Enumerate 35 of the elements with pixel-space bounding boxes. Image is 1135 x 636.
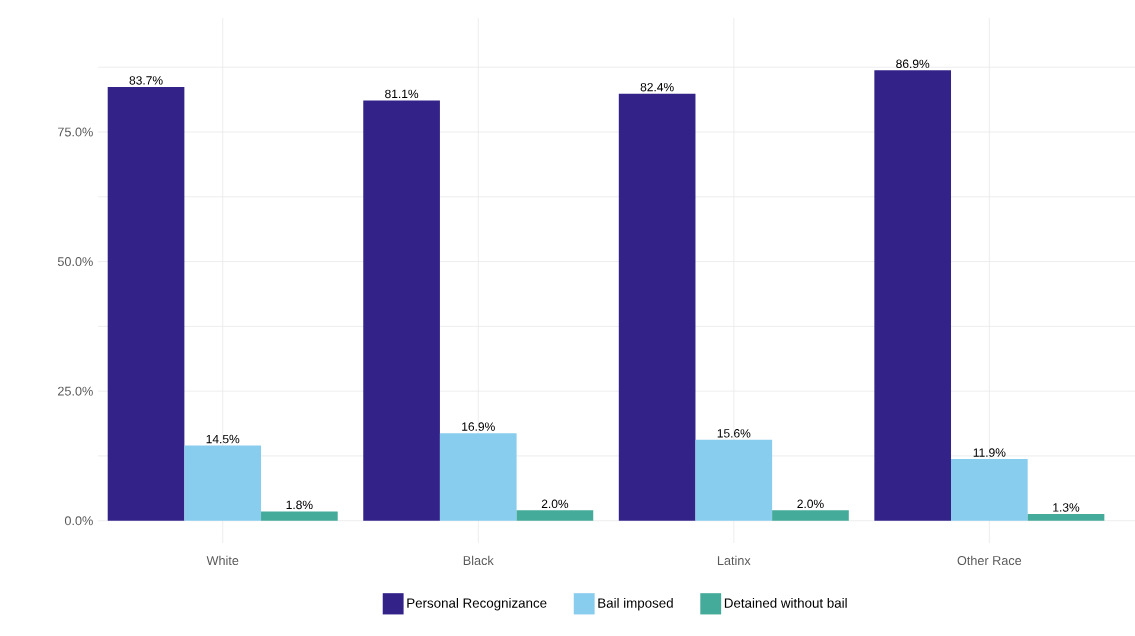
y-tick-label: 25.0%	[58, 386, 93, 396]
data-label: 81.1%	[385, 89, 419, 99]
data-label: 2.0%	[541, 499, 569, 509]
bar	[261, 511, 338, 521]
bar	[107, 86, 185, 521]
data-label: 1.3%	[1053, 503, 1080, 512]
data-label: 2.0%	[797, 499, 824, 509]
bar	[772, 510, 849, 521]
y-tick-label: 0.0%	[64, 516, 93, 526]
bar	[439, 433, 517, 521]
x-tick-label: Other Race	[957, 555, 1022, 566]
y-tick-label: 75.0%	[58, 127, 93, 137]
bar	[1027, 513, 1105, 521]
data-label: 11.9%	[973, 448, 1006, 457]
bar	[874, 70, 952, 521]
bar	[184, 445, 262, 521]
data-label: 1.8%	[286, 500, 313, 510]
legend-label: Detained without bail	[724, 597, 847, 608]
bar	[363, 100, 440, 521]
data-label: 16.9%	[462, 422, 495, 431]
x-tick-label: Latinx	[717, 555, 751, 566]
legend-label: Bail imposed	[598, 597, 673, 611]
data-label: 14.5%	[206, 434, 240, 444]
data-label: 86.9%	[896, 59, 930, 69]
x-tick-label: Black	[463, 555, 494, 566]
legend-label: Personal Recognizance	[407, 597, 547, 611]
data-label: 82.4%	[640, 82, 674, 92]
bar	[695, 439, 773, 521]
y-tick-label: 50.0%	[57, 257, 93, 267]
bar	[516, 510, 594, 521]
bar	[618, 93, 696, 521]
x-tick-label: White	[206, 555, 239, 566]
data-label: 83.7%	[129, 76, 163, 85]
bar	[951, 459, 1028, 521]
data-label: 15.6%	[717, 429, 751, 438]
